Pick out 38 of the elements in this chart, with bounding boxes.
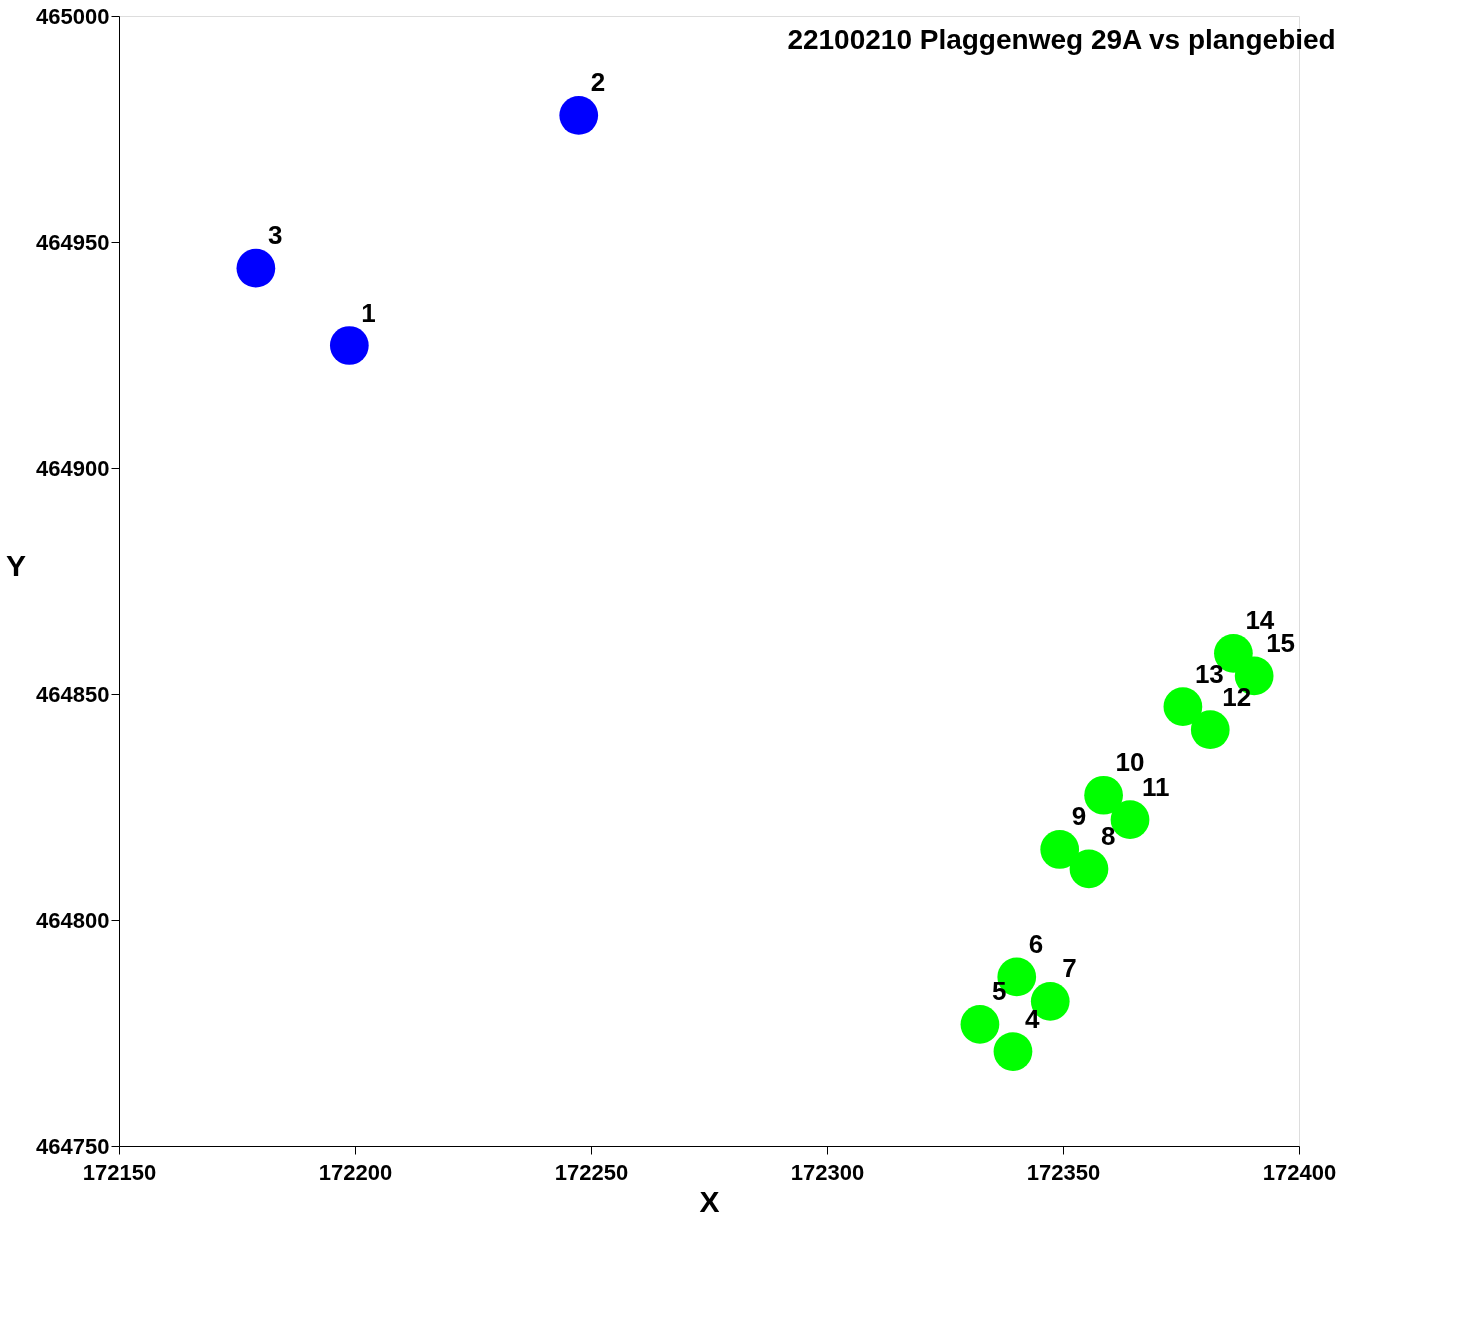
point [236,248,276,288]
y-tick-label: 464950 [36,229,110,255]
y-tick-label: 465000 [36,3,110,29]
point [960,1005,1000,1044]
annotation: 5 [991,976,1007,1007]
annotation: 11 [1142,771,1170,802]
point [559,96,599,135]
x-tick-label: 172400 [1262,1159,1337,1185]
y-tick-label: 464900 [36,455,110,481]
point [993,1032,1033,1071]
annotation: 9 [1071,801,1087,832]
point [1163,687,1203,726]
annotation: 7 [1062,953,1077,984]
point [1084,775,1123,815]
y-axis-title: Y [6,548,27,582]
annotation: 4 [1024,1003,1040,1034]
chart-title: 22100210 Plaggenweg 29A vs plangebied [787,24,1336,55]
x-tick-label: 172350 [1026,1159,1101,1185]
annotation: 2 [590,67,606,98]
annotation: 3 [267,220,283,251]
annotation: 8 [1100,820,1116,851]
point [1190,710,1230,750]
x-tick-label: 172250 [554,1159,629,1185]
point [329,326,369,365]
x-tick-label: 172150 [82,1159,157,1185]
x-tick-label: 172200 [318,1159,393,1185]
x-tick-label: 172300 [790,1159,865,1185]
annotation: 12 [1222,681,1252,712]
y-tick-label: 464800 [36,907,110,933]
point [1069,849,1109,889]
point [1040,830,1080,869]
y-tick-label: 464750 [36,1133,110,1159]
y-tick-label: 464850 [36,681,110,707]
annotation: 13 [1194,658,1224,689]
annotation: 10 [1115,747,1145,778]
annotation: 6 [1028,928,1044,959]
annotation: 1 [361,297,376,328]
x-axis-title: X [699,1184,720,1218]
